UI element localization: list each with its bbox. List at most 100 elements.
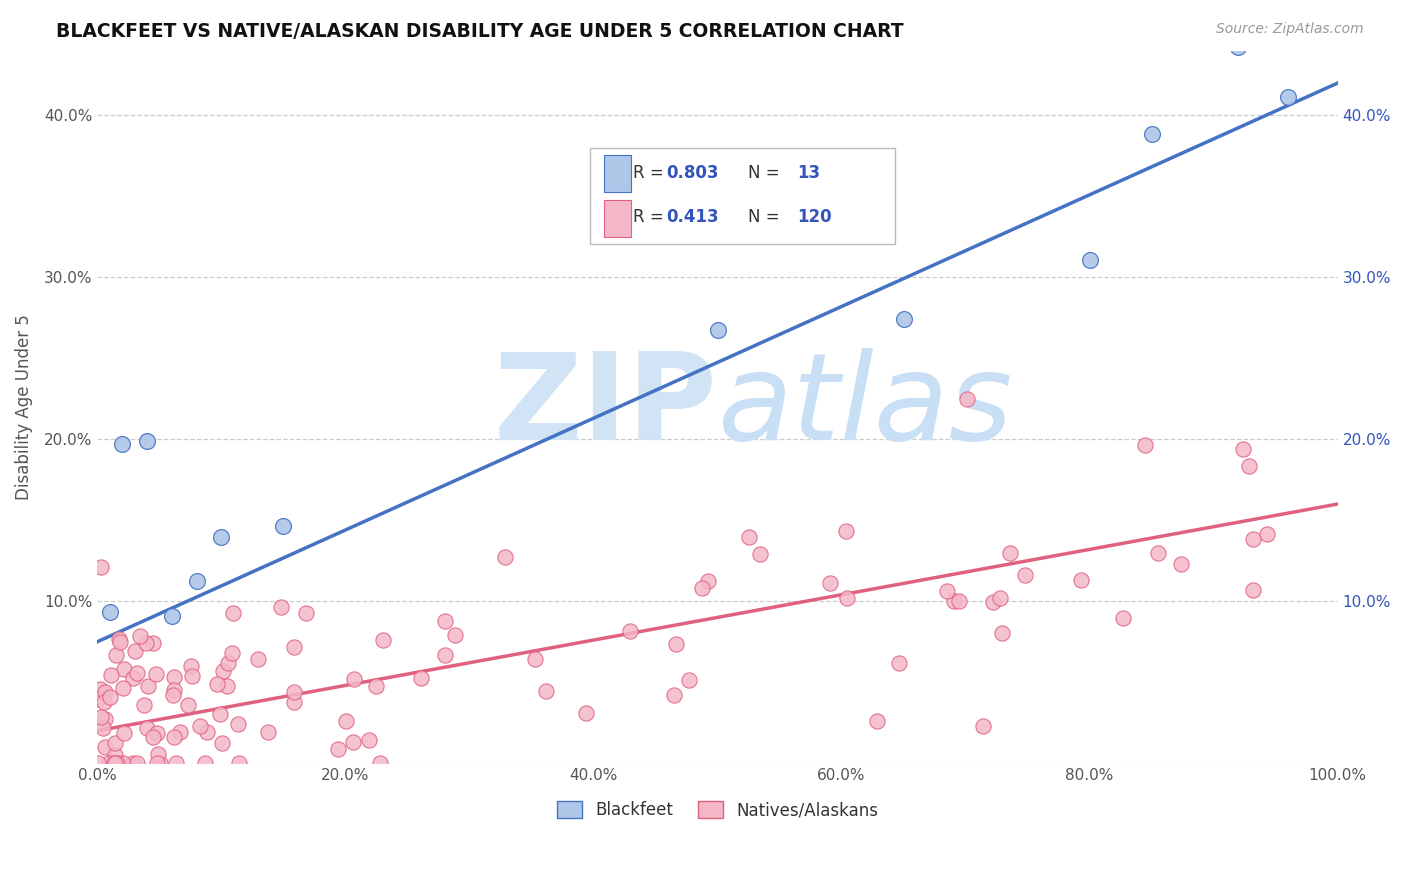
Point: [212, 665, 235, 679]
Point: [121, 671, 143, 685]
Point: [368, 756, 391, 771]
Text: 0.803: 0.803: [666, 164, 718, 182]
Point: [104, 736, 127, 750]
Point: [972, 719, 994, 733]
Point: [226, 716, 249, 731]
Point: [1227, 39, 1250, 54]
Point: [194, 756, 217, 771]
Point: [114, 726, 136, 740]
Point: [110, 635, 132, 649]
Point: [256, 724, 278, 739]
Point: [100, 668, 122, 682]
Point: [104, 747, 127, 762]
Point: [112, 681, 135, 695]
Point: [217, 679, 239, 693]
Point: [619, 624, 641, 638]
Point: [125, 665, 148, 680]
Point: [434, 648, 457, 662]
Point: [90, 710, 112, 724]
Point: [988, 591, 1011, 606]
Legend: Blackfeet, Natives/Alaskans: Blackfeet, Natives/Alaskans: [550, 795, 884, 826]
Point: [283, 684, 305, 698]
Point: [1070, 573, 1092, 587]
Text: N =: N =: [748, 164, 786, 182]
Point: [228, 756, 250, 770]
Point: [162, 731, 184, 745]
Point: [111, 437, 134, 451]
Point: [98, 605, 121, 619]
Point: [433, 614, 456, 628]
Point: [1170, 557, 1192, 571]
Point: [142, 636, 165, 650]
Point: [328, 741, 350, 756]
Point: [835, 524, 858, 538]
Point: [662, 688, 685, 702]
Point: [678, 673, 700, 687]
Point: [211, 530, 233, 544]
Point: [1241, 582, 1264, 597]
Point: [738, 530, 761, 544]
Point: [221, 606, 243, 620]
Point: [188, 719, 211, 733]
Point: [534, 683, 557, 698]
Point: [169, 724, 191, 739]
Point: [357, 732, 380, 747]
Point: [145, 667, 167, 681]
FancyBboxPatch shape: [605, 200, 631, 236]
Point: [163, 682, 186, 697]
Point: [1277, 90, 1299, 104]
Point: [217, 656, 239, 670]
Point: [148, 756, 170, 771]
Point: [690, 582, 713, 596]
Point: [935, 583, 957, 598]
Point: [87, 691, 110, 706]
Point: [706, 323, 728, 337]
Point: [443, 628, 465, 642]
Point: [1133, 438, 1156, 452]
Text: R =: R =: [633, 164, 668, 182]
Text: ZIP: ZIP: [494, 349, 717, 466]
Point: [270, 599, 292, 614]
Point: [180, 668, 202, 682]
Point: [948, 594, 970, 608]
Point: [335, 714, 357, 728]
Point: [165, 756, 187, 771]
Point: [221, 646, 243, 660]
Point: [163, 670, 186, 684]
Point: [135, 636, 157, 650]
FancyBboxPatch shape: [605, 155, 631, 192]
Point: [186, 574, 208, 588]
Point: [108, 632, 131, 646]
Point: [89, 681, 111, 696]
Point: [146, 747, 169, 762]
Point: [94, 685, 117, 699]
Point: [943, 594, 966, 608]
Point: [294, 606, 316, 620]
Point: [100, 690, 122, 704]
Point: [1111, 611, 1133, 625]
Point: [105, 648, 128, 662]
Point: [981, 595, 1004, 609]
Point: [409, 672, 432, 686]
Text: Source: ZipAtlas.com: Source: ZipAtlas.com: [1216, 22, 1364, 37]
Point: [246, 652, 269, 666]
Point: [107, 756, 129, 771]
Point: [283, 640, 305, 655]
Point: [94, 712, 117, 726]
Point: [865, 714, 887, 728]
Point: [90, 560, 112, 574]
Point: [112, 756, 135, 771]
Point: [1140, 128, 1163, 142]
Point: [112, 662, 135, 676]
Point: [1078, 252, 1101, 267]
Point: [342, 735, 364, 749]
Point: [835, 591, 858, 606]
Point: [494, 549, 516, 564]
Point: [343, 672, 366, 686]
Point: [665, 637, 688, 651]
Text: 0.413: 0.413: [666, 209, 718, 227]
Point: [87, 756, 110, 771]
Point: [696, 574, 718, 589]
Point: [93, 721, 115, 735]
Point: [93, 695, 115, 709]
